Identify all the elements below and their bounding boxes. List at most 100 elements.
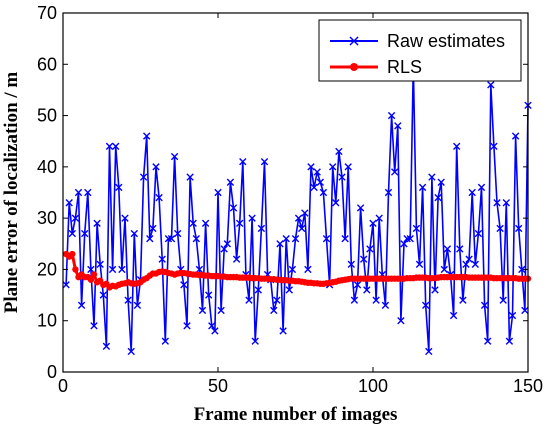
- data-point-raw-estimates: [484, 337, 492, 345]
- data-point-raw-estimates: [127, 347, 135, 356]
- data-point-raw-estimates: [490, 142, 498, 151]
- data-point-raw-estimates: [499, 296, 507, 304]
- data-point-raw-estimates: [223, 240, 231, 248]
- plot-frame: [62, 12, 529, 373]
- data-point-raw-estimates: [158, 255, 166, 263]
- legend: Raw estimates RLS: [318, 19, 522, 82]
- data-point-raw-estimates: [329, 163, 337, 171]
- data-point-raw-estimates: [155, 193, 163, 202]
- data-point-raw-estimates: [372, 296, 380, 304]
- data-point-raw-estimates: [90, 322, 98, 330]
- data-point-raw-estimates: [62, 281, 70, 289]
- legend-rls-marker: [350, 63, 358, 71]
- data-point-raw-estimates: [257, 224, 266, 233]
- y-tick-label: 0: [47, 362, 57, 382]
- data-point-raw-estimates: [425, 347, 433, 356]
- y-axis-label: Plane error of localization / m: [1, 72, 22, 314]
- data-point-raw-estimates: [332, 199, 340, 207]
- data-point-raw-estimates: [236, 219, 244, 227]
- data-point-raw-estimates: [239, 158, 247, 166]
- data-point-rls: [69, 250, 76, 258]
- series-line-raw-estimates: [65, 63, 529, 353]
- data-point-raw-estimates: [65, 199, 73, 207]
- data-point-raw-estimates: [465, 255, 473, 263]
- data-point-raw-estimates: [493, 199, 501, 207]
- data-point-raw-estimates: [146, 234, 154, 243]
- legend-entry-raw-estimates: Raw estimates: [330, 31, 505, 51]
- data-point-raw-estimates: [71, 214, 80, 222]
- data-point-raw-estimates: [310, 183, 318, 192]
- data-point-raw-estimates: [112, 142, 120, 151]
- data-point-raw-estimates: [198, 306, 207, 315]
- data-point-raw-estimates: [68, 229, 76, 238]
- data-point-raw-estimates: [170, 152, 179, 161]
- data-point-raw-estimates: [487, 81, 495, 89]
- data-point-raw-estimates: [375, 214, 383, 222]
- data-point-raw-estimates: [440, 265, 448, 274]
- data-point-raw-estimates: [384, 188, 393, 197]
- data-point-raw-estimates: [282, 234, 290, 243]
- data-point-raw-estimates: [183, 322, 191, 330]
- data-point-raw-estimates: [248, 214, 256, 222]
- y-tick-label: 10: [37, 311, 57, 331]
- data-point-raw-estimates: [118, 265, 126, 274]
- data-point-raw-estimates: [449, 311, 458, 320]
- y-tick-label: 20: [37, 259, 57, 279]
- data-point-raw-estimates: [161, 337, 169, 345]
- data-point-raw-estimates: [456, 245, 464, 253]
- data-point-raw-estimates: [502, 199, 510, 207]
- data-point-raw-estimates: [205, 291, 213, 299]
- data-point-raw-estimates: [356, 204, 365, 212]
- data-point-raw-estimates: [477, 183, 486, 192]
- data-point-raw-estimates: [394, 122, 402, 130]
- data-point-raw-estimates: [115, 183, 123, 192]
- data-point-raw-estimates: [521, 306, 529, 315]
- data-point-raw-estimates: [133, 301, 142, 310]
- data-point-raw-estimates: [226, 178, 235, 186]
- data-point-raw-estimates: [496, 224, 504, 233]
- data-point-raw-estimates: [273, 296, 281, 304]
- data-point-raw-estimates: [279, 327, 287, 335]
- data-point-raw-estimates: [189, 219, 197, 227]
- data-point-raw-estimates: [412, 224, 421, 233]
- data-point-raw-estimates: [391, 168, 399, 176]
- data-point-raw-estimates: [217, 306, 225, 315]
- data-point-raw-estimates: [121, 214, 129, 222]
- legend-raw-estimates-label: Raw estimates: [387, 31, 505, 51]
- data-point-raw-estimates: [434, 193, 442, 202]
- data-point-raw-estimates: [369, 219, 377, 227]
- data-point-raw-estimates: [254, 286, 262, 294]
- data-point-raw-estimates: [353, 281, 362, 289]
- data-point-raw-estimates: [338, 173, 346, 181]
- data-point-raw-estimates: [298, 224, 306, 233]
- data-point-raw-estimates: [130, 229, 138, 238]
- data-point-raw-estimates: [304, 265, 312, 274]
- data-point-raw-estimates: [124, 296, 132, 304]
- data-point-raw-estimates: [387, 111, 396, 120]
- data-point-raw-estimates: [515, 224, 523, 233]
- series-rls: [62, 250, 532, 291]
- data-point-rls: [87, 276, 95, 283]
- data-point-raw-estimates: [99, 291, 107, 299]
- y-tick-label: 40: [37, 157, 57, 177]
- data-point-raw-estimates: [459, 296, 467, 304]
- data-point-raw-estimates: [214, 188, 222, 197]
- data-point-raw-estimates: [422, 301, 430, 310]
- data-point-raw-estimates: [322, 234, 331, 243]
- data-point-raw-estimates: [201, 219, 210, 227]
- data-point-raw-estimates: [174, 229, 182, 238]
- y-tick-label: 70: [37, 3, 57, 23]
- data-point-raw-estimates: [462, 260, 470, 268]
- data-point-raw-estimates: [232, 255, 241, 263]
- data-point-raw-estimates: [164, 234, 173, 243]
- data-point-raw-estimates: [96, 260, 104, 268]
- data-point-raw-estimates: [406, 234, 414, 243]
- data-point-raw-estimates: [505, 337, 514, 345]
- data-point-raw-estimates: [335, 147, 343, 156]
- data-point-raw-estimates: [319, 188, 328, 197]
- data-point-raw-estimates: [313, 168, 321, 176]
- data-point-raw-estimates: [316, 178, 324, 186]
- data-point-raw-estimates: [291, 234, 300, 243]
- data-point-raw-estimates: [431, 286, 439, 294]
